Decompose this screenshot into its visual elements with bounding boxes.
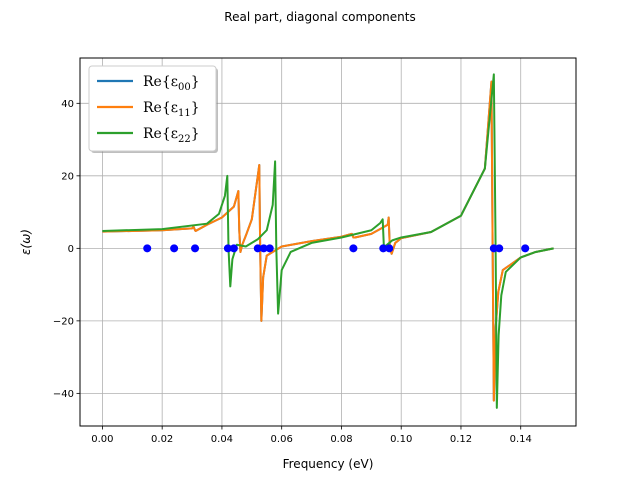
legend-entry-subscript: 11 [178,108,191,119]
x-tick-label: 0.08 [330,434,352,445]
resonance-marker [495,244,504,253]
x-axis-label: Frequency (eV) [283,457,374,471]
y-tick-label: 40 [61,99,74,110]
legend-entry-label: Re{ε11} [143,100,200,119]
legend-entry-label: Re{ε22} [143,126,200,145]
resonance-marker [223,244,232,253]
legend-entry-brace: } [191,100,200,116]
x-tick-label: 0.12 [450,434,472,445]
plot-clip-group [102,73,554,409]
legend-entry-subscript: 22 [178,134,191,145]
resonance-marker [379,244,388,253]
legend-entry-base: Re{ε [143,126,178,142]
resonance-marker [521,244,530,253]
x-tick-label: 0.02 [151,434,173,445]
y-tick-label: 0 [68,244,74,255]
legend-entry-label: Re{ε00} [143,74,200,93]
x-tick-label: 0.10 [390,434,412,445]
x-tick-label: 0.06 [271,434,293,445]
resonance-marker [349,244,358,253]
legend-entry-base: Re{ε [143,100,178,116]
x-tick-label: 0.00 [91,434,113,445]
resonance-marker [265,244,274,253]
series-line-2 [102,73,554,409]
resonance-marker [259,244,268,253]
resonance-marker [385,244,394,253]
x-tick-label: 0.14 [510,434,532,445]
y-axis: −40 −20 0 20 40 [53,99,80,400]
markers [143,244,530,253]
plot-frame [79,57,577,427]
legend-entry-brace: } [191,126,200,142]
legend-entry-base: Re{ε [143,74,178,90]
y-axis-label: ε(ω) [19,229,33,255]
resonance-marker [229,244,238,253]
legend-entry-brace: } [191,74,200,90]
resonance-marker [143,244,152,253]
y-tick-label: 20 [61,171,74,182]
y-tick-label: −40 [53,389,74,400]
chart-title: Real part, diagonal components [224,10,415,24]
y-tick-label: −20 [53,316,74,327]
x-axis: 0.00 0.02 0.04 0.06 0.08 0.10 0.12 0.14 [91,426,532,445]
resonance-marker [191,244,200,253]
legend-box [88,65,217,152]
legend-entry-subscript: 00 [178,82,191,93]
series-line-1 [102,80,554,402]
legend: Re{ε00}Re{ε11}Re{ε22} [88,65,218,153]
resonance-marker [253,244,262,253]
resonance-marker [170,244,179,253]
x-tick-label: 0.04 [211,434,233,445]
